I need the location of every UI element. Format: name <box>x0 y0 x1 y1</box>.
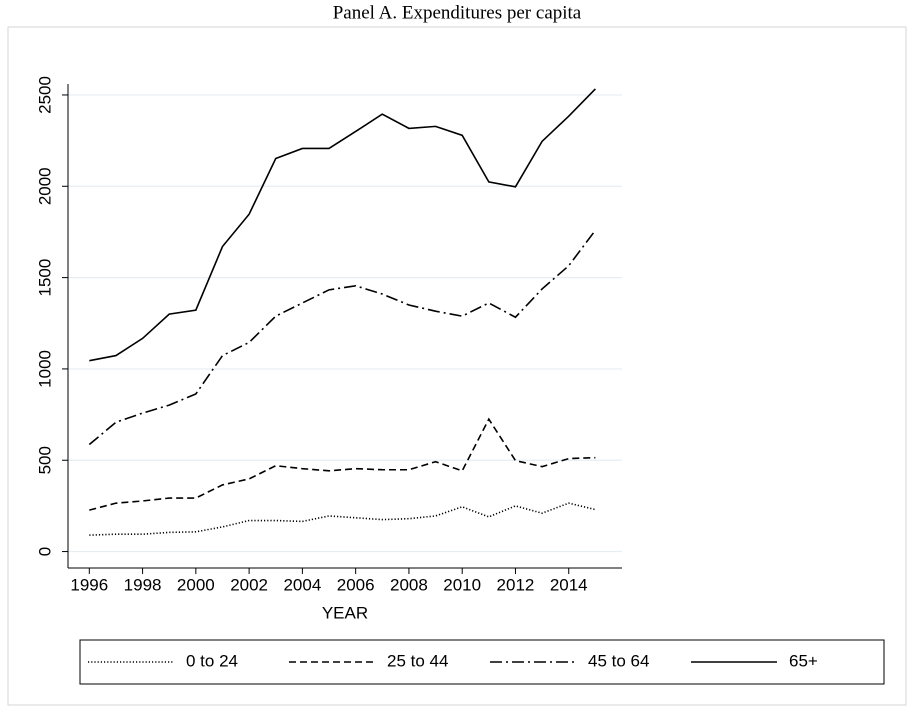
series-line <box>89 88 596 362</box>
x-tick-label: 1996 <box>70 575 108 594</box>
chart-title: Panel A. Expenditures per capita <box>333 2 582 23</box>
legend-label: 45 to 64 <box>588 651 649 670</box>
x-tick-label: 1998 <box>124 575 162 594</box>
x-tick-label: 2012 <box>497 575 535 594</box>
x-tick-label: 2006 <box>337 575 375 594</box>
legend-label: 65+ <box>789 651 818 670</box>
y-tick-label: 500 <box>35 446 54 474</box>
legend-label: 0 to 24 <box>186 651 238 670</box>
y-tick-label: 2000 <box>35 167 54 205</box>
y-tick-label: 2500 <box>35 76 54 114</box>
y-tick-label: 1000 <box>35 350 54 388</box>
x-tick-label: 2008 <box>390 575 428 594</box>
x-tick-label: 2014 <box>550 575 588 594</box>
x-tick-label: 2002 <box>230 575 268 594</box>
y-tick-label: 0 <box>35 547 54 556</box>
series-line <box>89 502 596 536</box>
legend-label: 25 to 44 <box>387 651 448 670</box>
x-tick-label: 2010 <box>443 575 481 594</box>
graph-frame <box>7 26 907 706</box>
x-axis-label: YEAR <box>322 603 368 622</box>
x-tick-label: 2000 <box>177 575 215 594</box>
series-line <box>88 229 597 446</box>
x-tick-label: 2004 <box>283 575 321 594</box>
y-tick-label: 1500 <box>35 259 54 297</box>
